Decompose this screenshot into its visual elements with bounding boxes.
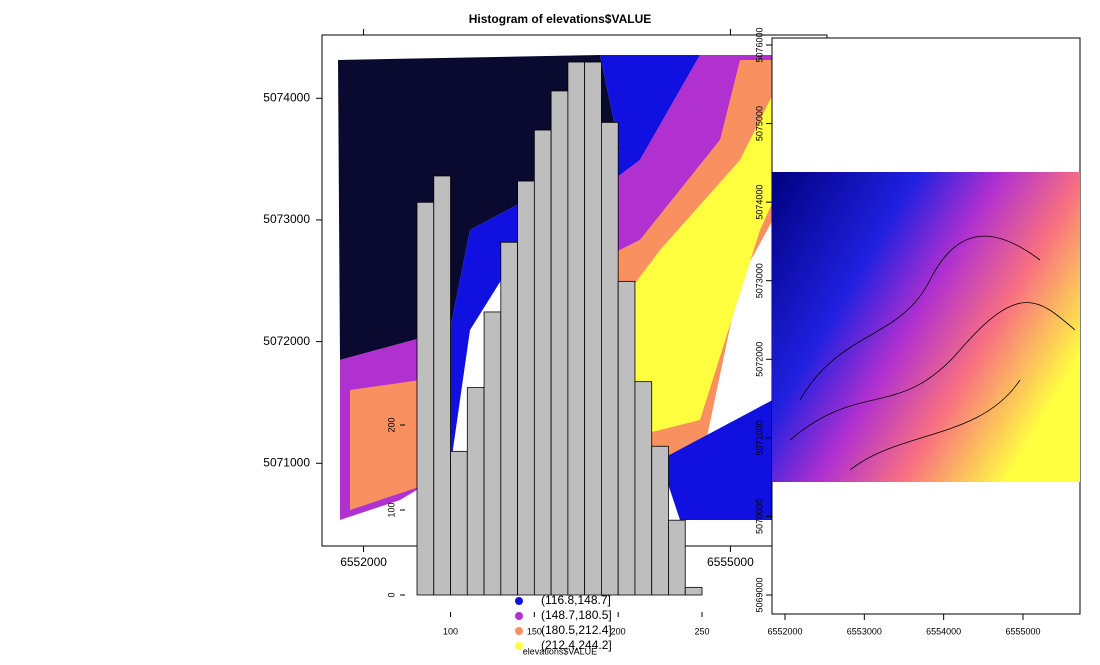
bar [684, 586, 703, 596]
legend-label: (116.8,148.7] [541, 593, 611, 607]
legend: (116.8,148.7](148.7,180.5](180.5,212.4](… [515, 593, 612, 652]
bar [550, 90, 569, 596]
y-tick-label: 5074000 [754, 185, 764, 220]
y-tick-label: 5071000 [754, 420, 764, 455]
region [450, 55, 700, 470]
chart-title: Histogram of elevations$VALUE [469, 12, 651, 26]
region [470, 55, 780, 470]
x-tick-label: 6555000 [1005, 626, 1040, 636]
bar [567, 61, 586, 596]
histogram-panel: Histogram of elevations$VALUE elevations… [386, 12, 709, 656]
bar [651, 445, 669, 596]
y-tick-label: 100 [386, 502, 396, 517]
y-tick-label: 5070000 [754, 499, 764, 534]
y-tick-label: 5076000 [754, 27, 764, 62]
contour-line [789, 235, 1076, 471]
bar [533, 129, 552, 596]
bar [416, 201, 435, 596]
y-tick-label: 0 [386, 592, 396, 597]
bar [500, 241, 518, 596]
x-tick-label: 6552000 [767, 626, 802, 636]
x-tick-label: 150 [527, 626, 542, 636]
y-tick-label: 5069000 [754, 577, 764, 612]
raster-image [772, 172, 1080, 482]
legend-label: (212.4,244.2] [541, 638, 612, 652]
bar [617, 280, 636, 596]
x-tick-label: 100 [443, 626, 458, 636]
bar [466, 387, 485, 596]
bar [584, 61, 602, 596]
y-tick-label: 200 [386, 417, 396, 432]
image-panel: 6552000 6553000 6554000 6555000 5069000 50700… [754, 27, 1081, 636]
y-tick-label: 5073000 [754, 263, 764, 298]
x-tick-label: 6552000 [340, 555, 387, 569]
y-tick-label: 5075000 [754, 106, 764, 141]
y-tick-label: 5074000 [263, 90, 310, 104]
bar [668, 519, 686, 596]
x-tick-label: 6554000 [926, 626, 961, 636]
bar [634, 381, 653, 596]
y-tick-label: 5072000 [754, 342, 764, 377]
region [600, 80, 810, 440]
legend-label: (180.5,212.4] [541, 623, 612, 637]
legend-marker [515, 612, 523, 620]
legend-marker [515, 642, 523, 650]
x-axis-label: elevations$VALUE [523, 646, 597, 656]
bar [450, 450, 468, 596]
x-tick-label: 6555000 [707, 555, 754, 569]
y-tick-label: 5072000 [263, 334, 310, 348]
y-tick-label: 5073000 [263, 212, 310, 226]
bar [517, 180, 535, 596]
x-tick-label: 250 [694, 626, 709, 636]
x-tick-label: 200 [611, 626, 626, 636]
legend-label: (148.7,180.5] [541, 608, 612, 622]
legend-marker [515, 627, 523, 635]
y-tick-label: 5071000 [263, 455, 310, 469]
bar [483, 311, 502, 596]
x-tick-label: 6553000 [847, 626, 882, 636]
legend-marker [515, 597, 523, 605]
bar [601, 122, 619, 596]
bar [433, 175, 451, 596]
